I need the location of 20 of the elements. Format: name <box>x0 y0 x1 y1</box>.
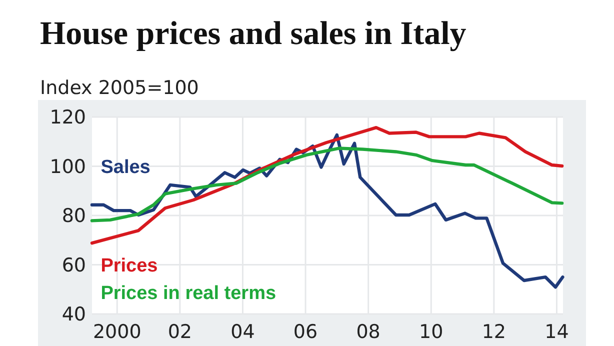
x-tick-label: 04 <box>230 321 255 343</box>
x-tick-label: 02 <box>168 321 192 343</box>
series-label: Prices <box>100 255 158 276</box>
y-tick-label: 40 <box>62 304 86 326</box>
series-label: Sales <box>100 156 150 178</box>
x-tick-label: 2000 <box>92 321 142 343</box>
y-tick-label: 120 <box>50 106 86 129</box>
y-tick-label: 80 <box>62 205 86 228</box>
line-series <box>90 126 564 245</box>
x-tick-label: 06 <box>293 321 318 343</box>
text: Prices in real terms <box>100 282 276 304</box>
x-tick-label: 14 <box>544 321 569 343</box>
x-tick-label: 08 <box>356 321 380 343</box>
y-tick-label: 60 <box>62 254 86 276</box>
y-tick-label: 100 <box>50 156 86 178</box>
line-series <box>90 146 564 222</box>
chart-title: House prices and sales in Italy <box>40 16 467 52</box>
x-tick-label: 12 <box>482 321 506 343</box>
x-tick-label: 10 <box>419 321 444 343</box>
chart-subtitle: Index 2005=100 <box>40 77 199 99</box>
